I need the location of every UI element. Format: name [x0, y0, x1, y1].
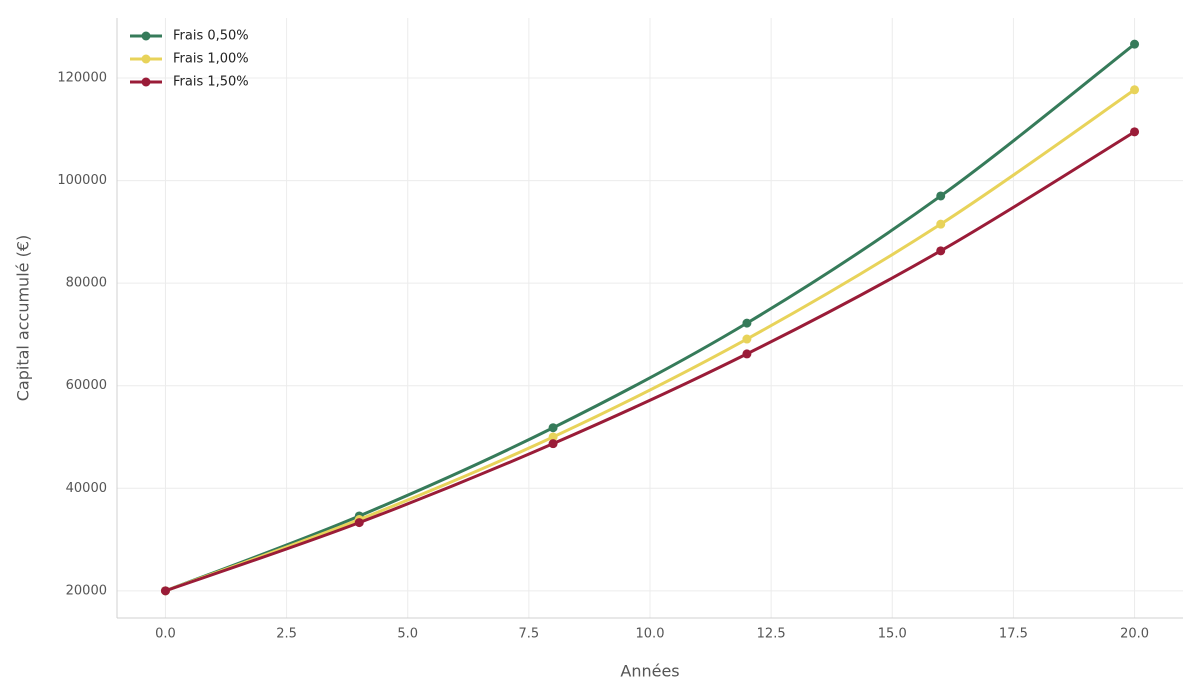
point — [936, 246, 946, 256]
x-tick-label: 10.0 — [636, 627, 665, 642]
legend-marker — [141, 77, 151, 87]
y-axis-label: Capital accumulé (€) — [14, 235, 33, 402]
point — [548, 423, 558, 433]
legend-marker — [141, 54, 151, 64]
point — [936, 191, 946, 201]
x-axis-label: Années — [620, 662, 679, 681]
legend-label: Frais 1,00% — [173, 52, 249, 67]
point — [742, 349, 752, 359]
y-tick-label: 60000 — [66, 378, 107, 393]
x-tick-label: 12.5 — [757, 627, 786, 642]
line — [164, 130, 1136, 593]
y-tick-label: 40000 — [66, 481, 107, 496]
x-tick-label: 17.5 — [999, 627, 1028, 642]
point — [354, 518, 364, 528]
x-tick-label: 7.5 — [519, 627, 540, 642]
point — [1130, 39, 1140, 49]
y-tick-label: 100000 — [57, 173, 107, 188]
point — [742, 334, 752, 344]
x-tick-label: 2.5 — [276, 627, 297, 642]
y-tick-label: 80000 — [66, 276, 107, 291]
x-tick-label: 15.0 — [878, 627, 907, 642]
point — [936, 219, 946, 229]
point — [548, 439, 558, 449]
y-tick-label: 120000 — [57, 71, 107, 86]
legend-label: Frais 0,50% — [173, 29, 249, 44]
y-tick-label: 20000 — [66, 583, 107, 598]
point — [1130, 85, 1140, 95]
line — [164, 88, 1136, 593]
point — [742, 318, 752, 328]
x-tick-label: 0.0 — [155, 627, 176, 642]
line — [164, 42, 1136, 593]
point — [160, 586, 170, 596]
x-tick-label: 20.0 — [1120, 627, 1149, 642]
x-tick-label: 5.0 — [397, 627, 418, 642]
point — [548, 432, 558, 442]
point — [1130, 127, 1140, 137]
legend-label: Frais 1,50% — [173, 75, 249, 90]
legend-marker — [141, 31, 151, 41]
